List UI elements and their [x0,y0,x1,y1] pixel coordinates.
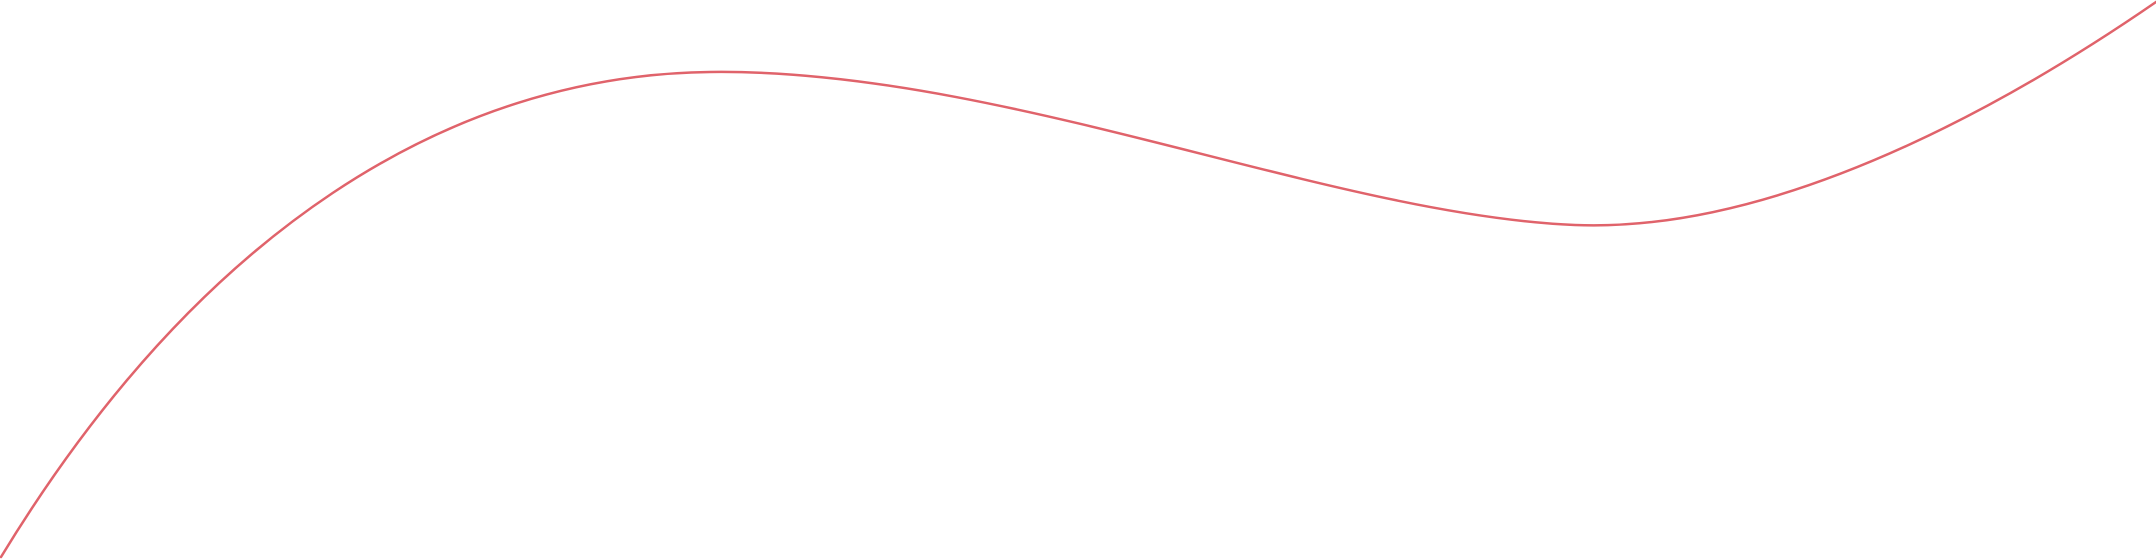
page: (() => { const data = JSON.parse(documen… [0,0,2156,560]
wave-curve [0,0,2156,559]
decorative-wave [0,0,2156,559]
